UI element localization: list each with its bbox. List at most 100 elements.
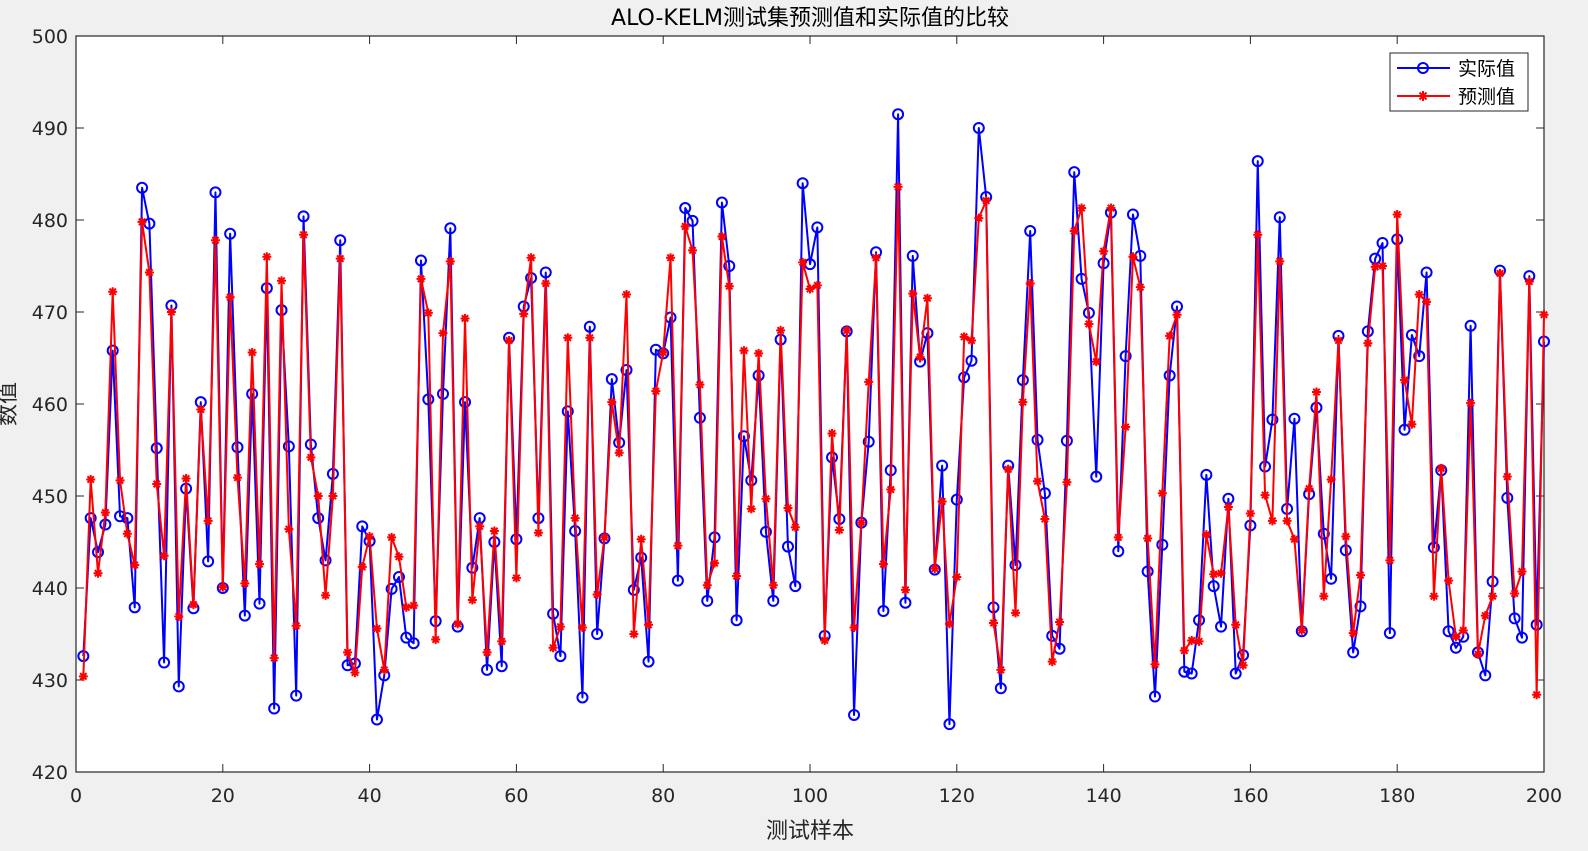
predicted-point xyxy=(856,518,866,528)
legend: 实际值 预测值 xyxy=(1389,52,1529,112)
predicted-point xyxy=(1297,625,1307,635)
actual-point xyxy=(1112,545,1125,558)
x-tick-label: 200 xyxy=(1526,785,1562,807)
predicted-point xyxy=(688,245,698,255)
predicted-point xyxy=(636,534,646,544)
predicted-point xyxy=(423,308,433,318)
actual-point xyxy=(1354,600,1367,613)
predicted-point xyxy=(1047,657,1057,667)
predicted-point xyxy=(504,336,514,346)
predicted-point xyxy=(893,182,903,192)
legend-marker-predicted xyxy=(1418,91,1428,101)
predicted-point xyxy=(489,526,499,536)
actual-point xyxy=(950,493,963,506)
predicted-point xyxy=(622,290,631,300)
x-axis-label: 测试样本 xyxy=(766,819,854,844)
predicted-point xyxy=(1502,472,1512,482)
actual-point xyxy=(1347,646,1360,659)
actual-point xyxy=(1427,541,1440,554)
actual-point xyxy=(209,186,222,199)
actual-point xyxy=(671,574,684,587)
actual-point xyxy=(334,234,347,247)
actual-point xyxy=(789,580,802,593)
actual-point xyxy=(1200,468,1213,481)
predicted-point xyxy=(798,257,808,267)
predicted-point xyxy=(930,564,940,574)
actual-point xyxy=(1009,559,1022,571)
actual-point xyxy=(1413,350,1426,363)
actual-point xyxy=(781,540,794,553)
y-axis-label: 数值 xyxy=(0,382,21,426)
actual-point xyxy=(224,227,237,240)
predicted-point xyxy=(1517,566,1527,576)
predicted-point xyxy=(1179,646,1189,656)
predicted-point xyxy=(1407,419,1417,429)
predicted-point xyxy=(240,578,250,588)
predicted-point xyxy=(445,256,455,266)
predicted-point xyxy=(203,516,213,526)
predicted-point xyxy=(1172,310,1182,320)
predicted-point xyxy=(328,491,338,501)
predicted-point xyxy=(144,267,154,277)
predicted-point xyxy=(1267,516,1277,526)
legend-label-actual: 实际值 xyxy=(1458,58,1515,80)
actual-point xyxy=(715,196,728,209)
actual-point xyxy=(422,393,435,406)
actual-point xyxy=(437,387,449,400)
predicted-point xyxy=(1466,398,1476,408)
predicted-point xyxy=(548,643,558,653)
predicted-point xyxy=(871,253,881,263)
predicted-point xyxy=(1201,530,1211,540)
predicted-point xyxy=(563,333,573,343)
predicted-point xyxy=(78,671,88,681)
actual-point xyxy=(811,221,824,234)
predicted-point xyxy=(1436,463,1446,473)
y-tick-label: 460 xyxy=(32,394,68,416)
predicted-point xyxy=(115,475,125,485)
actual-point xyxy=(297,210,310,223)
predicted-point xyxy=(372,623,382,633)
series-actual-line xyxy=(82,113,1545,726)
actual-point xyxy=(1398,423,1411,436)
predicted-point xyxy=(1444,576,1454,586)
predicted-point xyxy=(1275,256,1285,266)
predicted-point xyxy=(1187,635,1197,645)
actual-point xyxy=(385,582,398,595)
predicted-point xyxy=(1040,514,1050,524)
predicted-point xyxy=(577,623,587,633)
predicted-point xyxy=(1231,620,1241,630)
actual-point xyxy=(106,344,119,357)
predicted-point xyxy=(724,281,734,291)
actual-point xyxy=(407,637,420,650)
predicted-point xyxy=(343,647,353,657)
predicted-point xyxy=(1400,375,1410,385)
predicted-point xyxy=(1326,474,1336,484)
actual-point xyxy=(591,628,604,640)
predicted-point xyxy=(1033,476,1043,486)
predicted-point xyxy=(570,513,580,523)
actual-point xyxy=(1119,350,1132,363)
x-tick-label: 80 xyxy=(651,785,675,807)
predicted-point xyxy=(1480,611,1490,621)
actual-point xyxy=(1449,641,1462,654)
predicted-point xyxy=(93,568,103,578)
predicted-point xyxy=(989,618,998,628)
actual-point xyxy=(1148,690,1161,703)
predicted-point xyxy=(1055,617,1065,627)
predicted-point xyxy=(152,479,162,489)
predicted-point xyxy=(262,252,272,262)
predicted-point xyxy=(1385,555,1395,565)
actual-point xyxy=(583,320,596,333)
legend-box xyxy=(1389,52,1529,112)
predicted-point xyxy=(1121,422,1131,432)
predicted-point xyxy=(966,336,976,346)
predicted-point xyxy=(218,582,228,592)
predicted-point xyxy=(1451,632,1461,642)
predicted-point xyxy=(166,307,176,317)
predicted-point xyxy=(599,532,609,542)
predicted-point xyxy=(225,292,235,302)
predicted-point xyxy=(1091,357,1101,367)
predicted-point xyxy=(1106,203,1116,213)
actual-point xyxy=(686,214,699,227)
actual-point xyxy=(1163,369,1176,382)
